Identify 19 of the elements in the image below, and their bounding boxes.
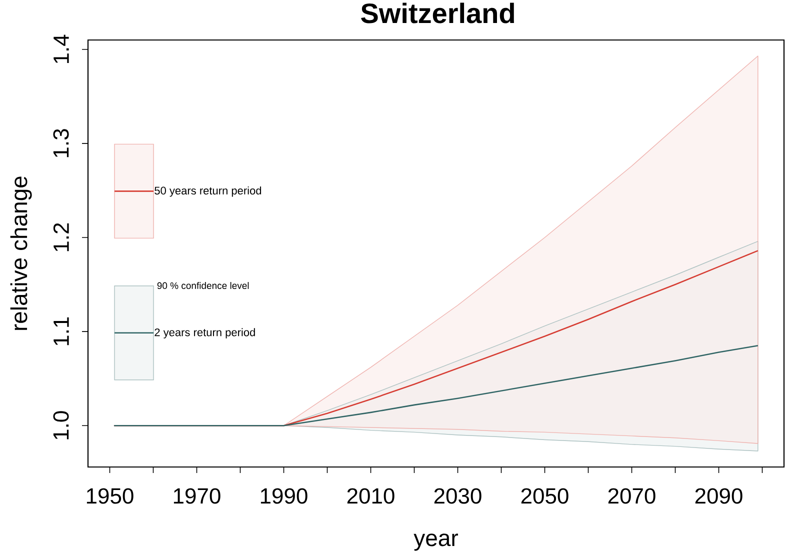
legend-label: 50 years return period	[154, 186, 262, 197]
x-tick-label: 2010	[347, 488, 394, 504]
x-tick-label: 1950	[86, 488, 134, 504]
y-tick-label: 1.2	[53, 223, 69, 252]
x-tick-label: 1990	[260, 488, 308, 504]
x-tick-label: 2090	[695, 488, 742, 504]
y-tick-label: 1.1	[54, 317, 69, 346]
x-tick-label: 2050	[521, 488, 568, 504]
x-tick-label: 2030	[434, 488, 482, 504]
y-tick-label: 1.3	[53, 129, 69, 158]
legend-label: 2 years return period	[154, 328, 255, 338]
y-axis-title: relative change	[10, 176, 32, 330]
chart-title: Switzerland	[361, 2, 514, 24]
x-tick-label: 1970	[174, 488, 220, 504]
annotation: 90 % confidence level	[157, 282, 249, 290]
x-tick-label: 2070	[608, 488, 656, 504]
x-axis-title: year	[414, 534, 458, 551]
y-tick-label: 1.0	[53, 411, 69, 440]
y-tick-label: 1.4	[54, 34, 69, 64]
